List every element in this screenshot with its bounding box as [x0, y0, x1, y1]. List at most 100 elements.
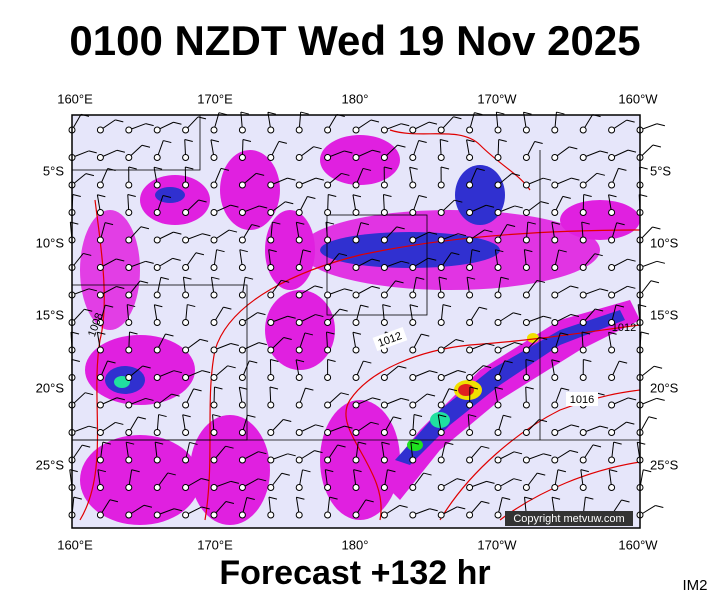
station — [522, 154, 530, 161]
wind-barb — [216, 249, 225, 253]
wind-barb — [466, 276, 476, 280]
station — [182, 401, 190, 409]
station — [466, 456, 474, 464]
station — [238, 181, 246, 189]
station — [494, 126, 502, 134]
wind-barb — [171, 393, 180, 397]
wind-barb — [105, 304, 114, 308]
wind-barb — [362, 167, 372, 171]
wind-barb — [399, 504, 408, 508]
wind-barb — [193, 388, 202, 392]
station — [210, 346, 218, 354]
station — [210, 264, 218, 271]
station — [295, 511, 303, 519]
wind-barb — [84, 308, 93, 312]
station — [551, 264, 559, 271]
station — [579, 154, 587, 161]
wind-barb — [257, 312, 266, 316]
station — [295, 484, 303, 491]
station — [352, 429, 360, 436]
station — [182, 374, 190, 381]
wind-barb — [295, 359, 305, 363]
wind-barb — [648, 416, 657, 420]
wind-barb — [270, 359, 279, 362]
station — [267, 484, 275, 491]
wind-barb — [471, 249, 481, 253]
station — [380, 511, 388, 519]
wind-barb — [315, 177, 324, 181]
wind-barb — [498, 139, 507, 142]
station — [494, 511, 502, 519]
wind-barb — [167, 472, 176, 476]
station — [295, 154, 303, 161]
wind-barb — [189, 441, 198, 445]
wind-barb — [82, 444, 91, 448]
wind-barb — [107, 168, 116, 172]
station — [608, 154, 616, 161]
wind-barb — [249, 360, 258, 364]
wind-barb — [329, 496, 338, 500]
station — [182, 209, 190, 216]
wind-barb — [551, 359, 560, 363]
wind-barb — [525, 386, 534, 390]
station — [96, 236, 104, 244]
wind-barb — [143, 504, 153, 508]
wind-barb — [283, 419, 292, 422]
wind-barb — [523, 111, 532, 115]
wind-barb — [314, 450, 323, 454]
wind-barb — [453, 116, 462, 120]
wind-barb — [198, 199, 207, 203]
wind-barb — [173, 370, 182, 374]
lat-label-right: 5°S — [650, 163, 671, 178]
wind-barb — [97, 194, 106, 198]
wind-barb — [304, 332, 314, 336]
station — [466, 511, 474, 519]
wind-barb — [484, 229, 493, 233]
wind-barb — [107, 360, 116, 364]
wind-barb — [372, 149, 381, 153]
wind-barb — [397, 144, 406, 148]
forecast-label: Forecast +132 hr — [219, 554, 490, 592]
station — [466, 154, 474, 161]
station — [153, 319, 161, 326]
lat-label-left: 20°S — [36, 380, 65, 395]
station — [295, 401, 303, 409]
station — [409, 429, 417, 436]
wind-barb — [201, 506, 210, 510]
wind-barb — [640, 331, 650, 335]
wind-barb — [486, 480, 495, 484]
station — [238, 484, 246, 491]
wind-barb — [88, 150, 97, 154]
wind-barb — [315, 314, 324, 318]
wind-barb — [542, 177, 552, 181]
wind-barb — [83, 252, 92, 256]
station — [579, 484, 587, 491]
station — [494, 401, 502, 409]
station — [409, 319, 417, 326]
wind-barb — [141, 144, 151, 148]
wind-barb — [621, 499, 630, 503]
wind-barb — [416, 276, 425, 280]
wind-barb — [524, 249, 533, 253]
wind-barb — [338, 253, 348, 257]
wind-barb — [360, 222, 369, 226]
station — [295, 374, 303, 381]
wind-barb — [655, 505, 664, 509]
wind-barb — [382, 304, 391, 308]
station — [210, 236, 218, 244]
wind-barb — [627, 285, 636, 289]
station — [551, 181, 559, 189]
station — [579, 319, 587, 326]
station — [522, 291, 530, 299]
wind-barb — [307, 195, 316, 199]
station — [409, 236, 417, 244]
station — [352, 236, 360, 244]
station — [579, 209, 587, 216]
station — [466, 291, 474, 299]
station — [409, 181, 417, 189]
wind-barb — [513, 478, 522, 482]
station — [96, 291, 104, 299]
wind-barb — [457, 506, 466, 510]
station — [409, 154, 417, 161]
